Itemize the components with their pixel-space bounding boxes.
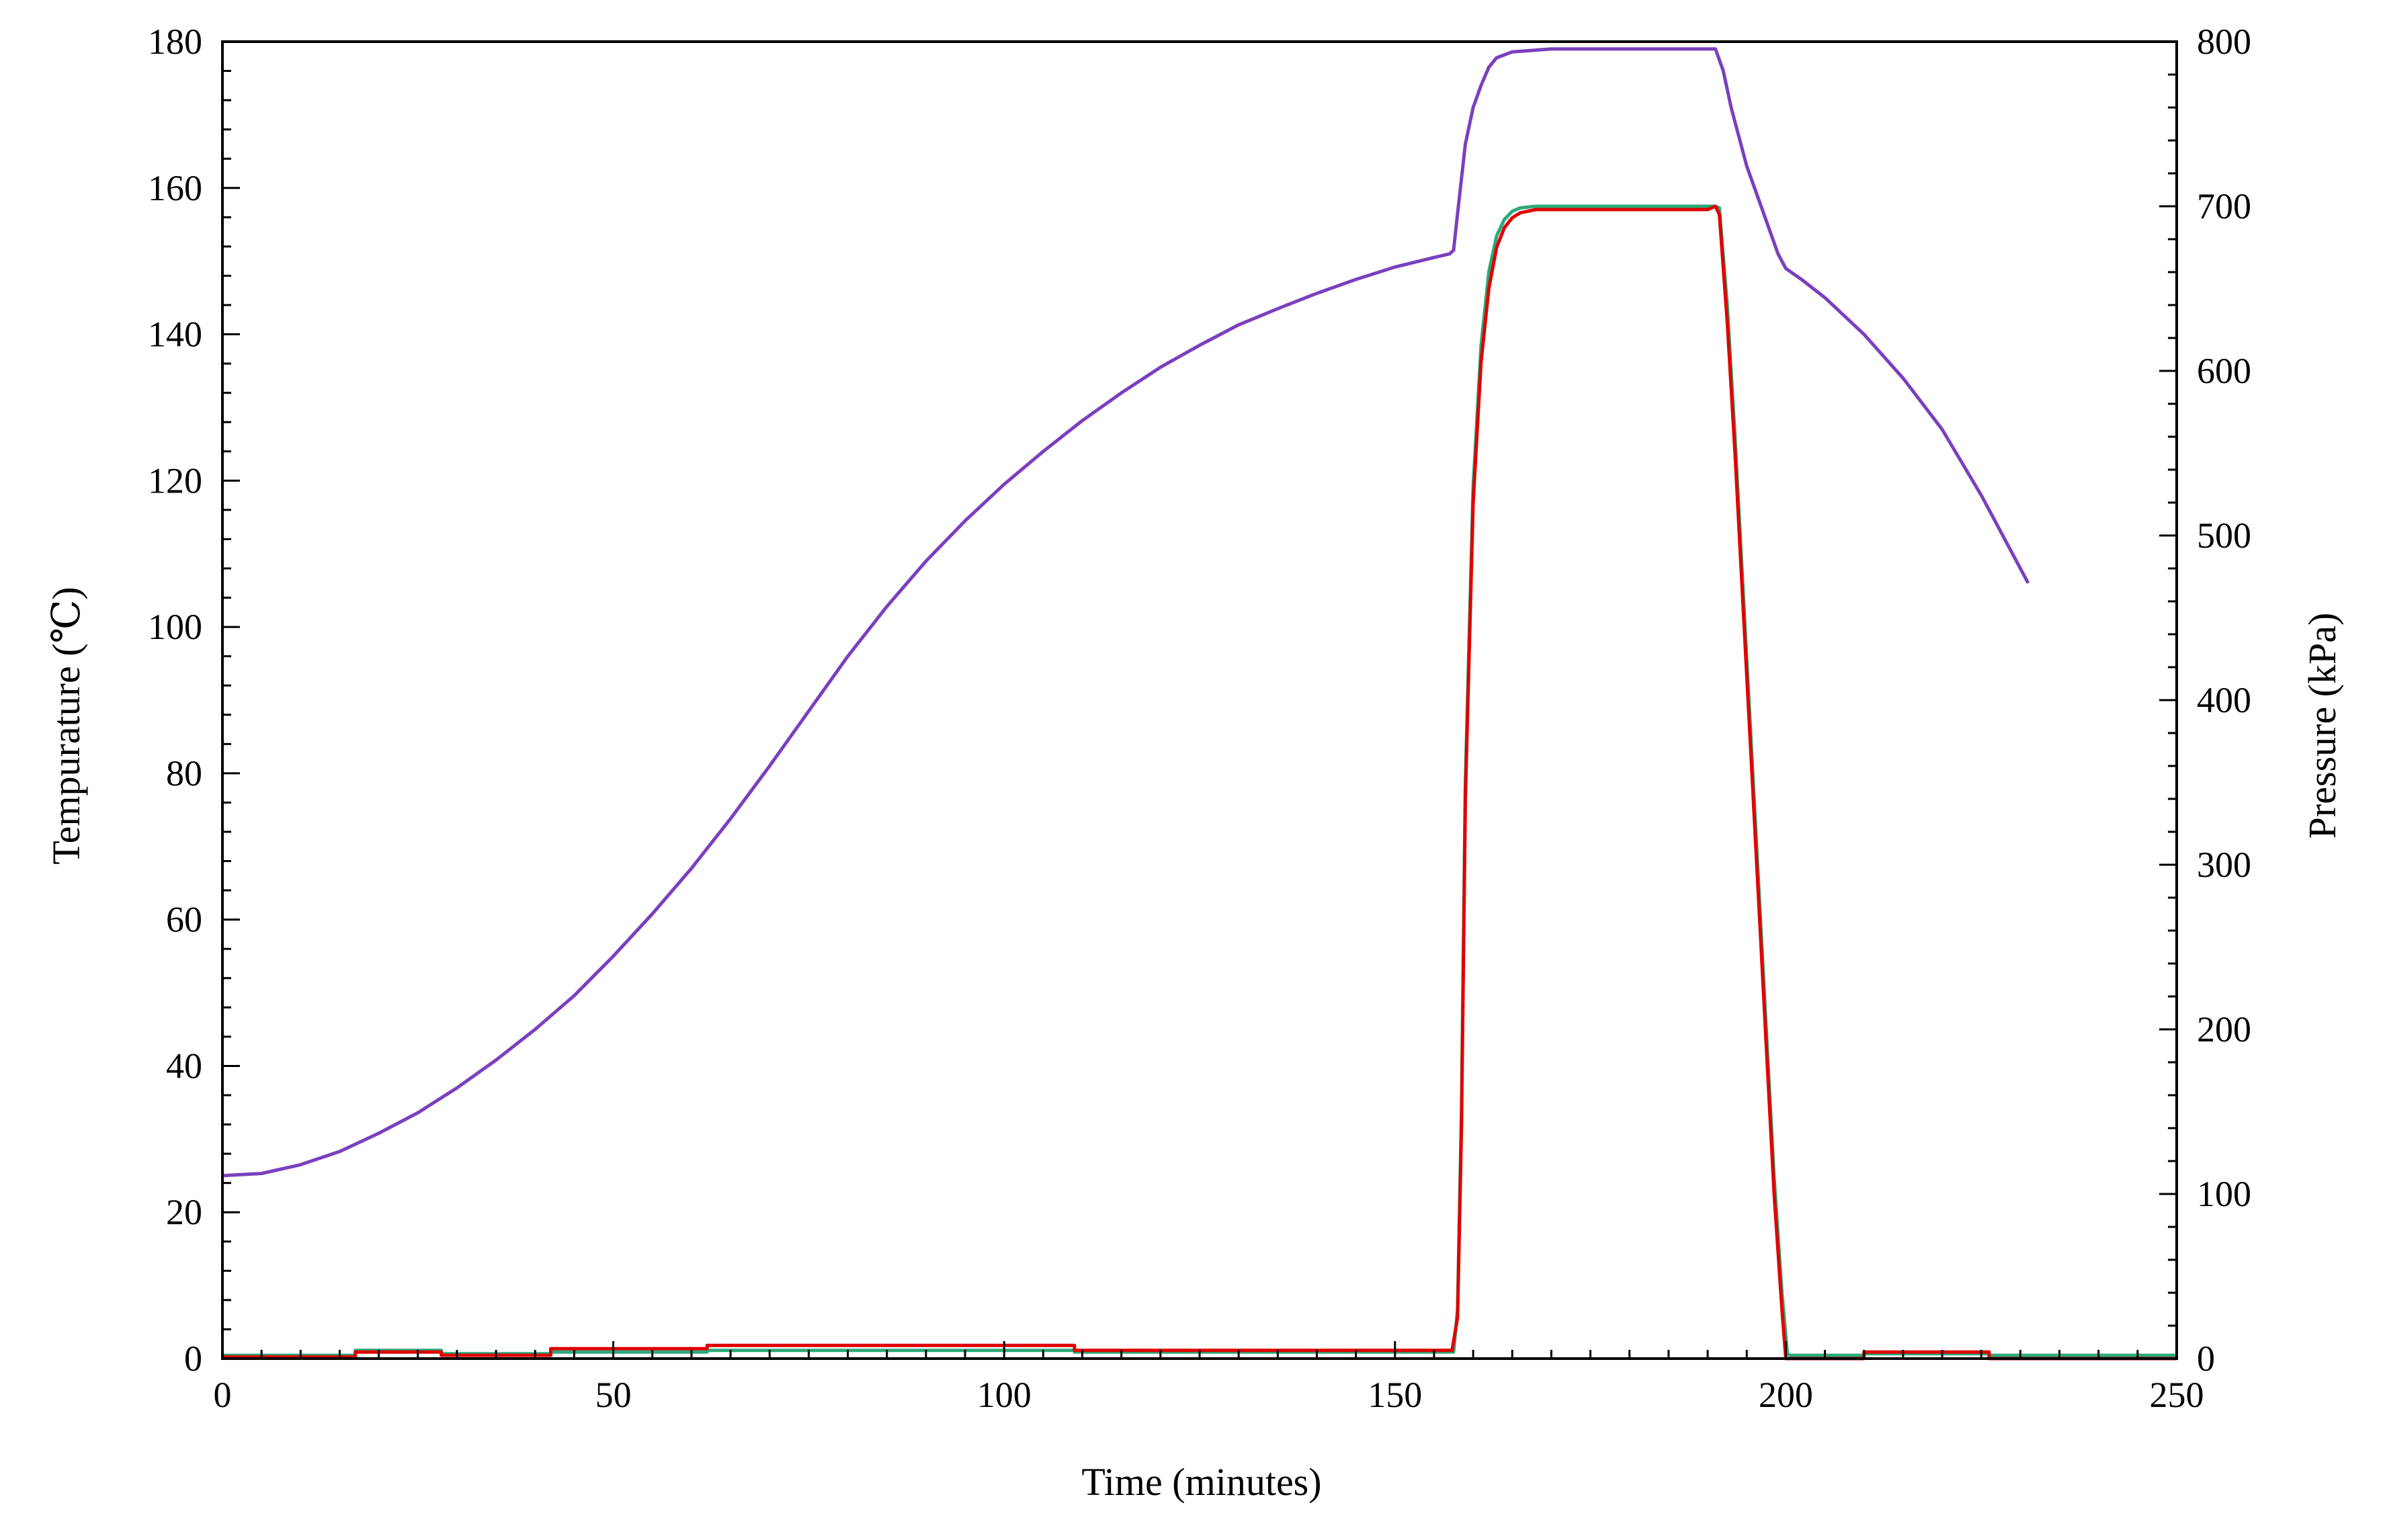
- x-tick-label: 250: [2150, 1375, 2204, 1415]
- axes-layer: 0 50 100 150 200 2500204060801001201401601800…: [148, 22, 2251, 1415]
- y-right-tick-label: 100: [2197, 1174, 2251, 1214]
- y-left-tick-label: 80: [166, 753, 202, 794]
- y-right-tick-label: 500: [2197, 515, 2251, 556]
- y-right-tick-label: 600: [2197, 351, 2251, 391]
- series-layer: [222, 47, 2177, 1361]
- series-line-3: [222, 204, 2177, 1361]
- y-left-tick-label: 0: [184, 1338, 202, 1379]
- x-tick-label: 100: [977, 1375, 1032, 1415]
- y-left-tick-label: 40: [166, 1045, 202, 1086]
- y-left-tick-label: 60: [166, 900, 202, 940]
- x-tick-label: 150: [1368, 1375, 1422, 1415]
- series-line-1: [222, 47, 2030, 1178]
- x-tick-label: 200: [1759, 1375, 1813, 1415]
- y-right-tick-label: 300: [2197, 845, 2251, 885]
- y-left-tick-label: 140: [148, 314, 202, 355]
- y-left-tick-label: 20: [166, 1192, 202, 1232]
- x-axis-title: Time (minutes): [1081, 1460, 1321, 1504]
- y-right-tick-label: 400: [2197, 680, 2251, 720]
- y-right-tick-label: 0: [2197, 1338, 2215, 1379]
- y-left-tick-label: 180: [148, 22, 202, 62]
- y-left-tick-label: 100: [148, 607, 202, 647]
- x-tick-label: 0: [214, 1375, 232, 1415]
- y-right-tick-label: 800: [2197, 22, 2251, 62]
- y-right-tick-label: 700: [2197, 186, 2251, 226]
- y-left-tick-label: 160: [148, 168, 202, 208]
- y-right-tick-label: 200: [2197, 1009, 2251, 1050]
- y-axis-left-title: Tempurature (℃): [44, 587, 88, 864]
- y-left-tick-label: 120: [148, 460, 202, 501]
- x-tick-label: 50: [595, 1375, 632, 1415]
- y-axis-right-title: Pressure (kPa): [2300, 613, 2344, 839]
